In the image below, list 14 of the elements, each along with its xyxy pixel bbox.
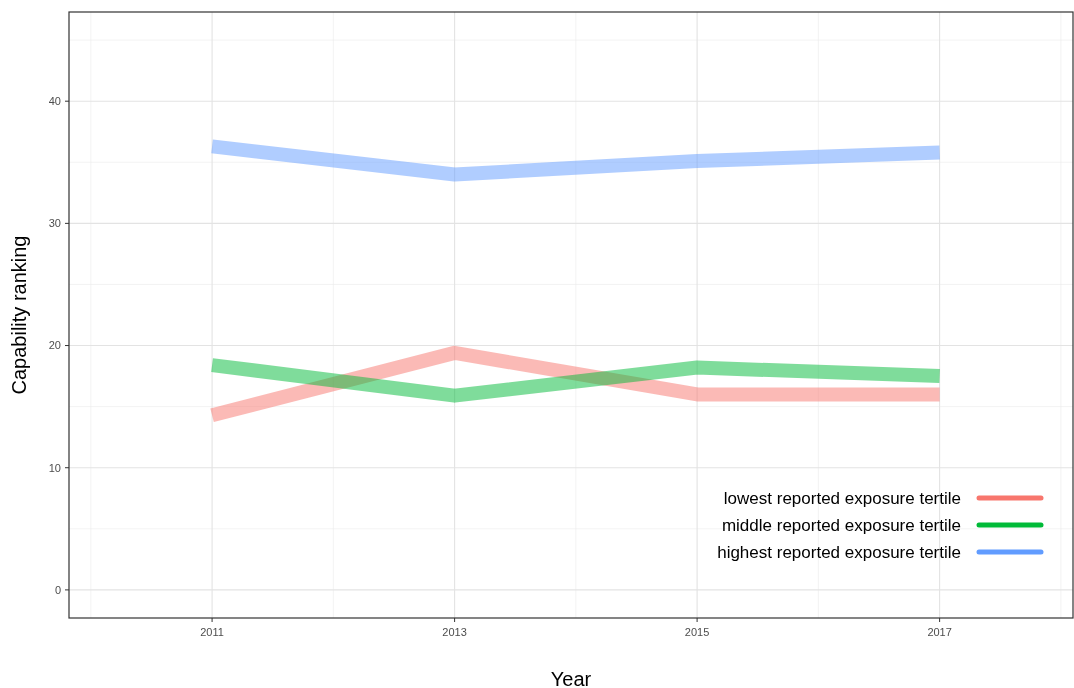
y-tick-label: 20 bbox=[48, 339, 61, 352]
x-tick-label: 2011 bbox=[200, 626, 224, 638]
y-tick-label: 30 bbox=[48, 217, 61, 230]
y-tick-label: 10 bbox=[48, 461, 61, 474]
y-tick-label: 40 bbox=[48, 95, 61, 108]
x-tick-label: 2013 bbox=[442, 626, 467, 638]
y-tick-label: 0 bbox=[54, 583, 61, 596]
legend-label: highest reported exposure tertile bbox=[717, 542, 961, 562]
y-axis-title: Capability ranking bbox=[8, 235, 30, 395]
x-tick-label: 2017 bbox=[927, 626, 952, 638]
x-tick-label: 2015 bbox=[684, 626, 710, 638]
x-axis-title: Year bbox=[550, 668, 592, 688]
legend-label: middle reported exposure tertile bbox=[721, 515, 961, 535]
legend-label: lowest reported exposure tertile bbox=[723, 488, 961, 508]
